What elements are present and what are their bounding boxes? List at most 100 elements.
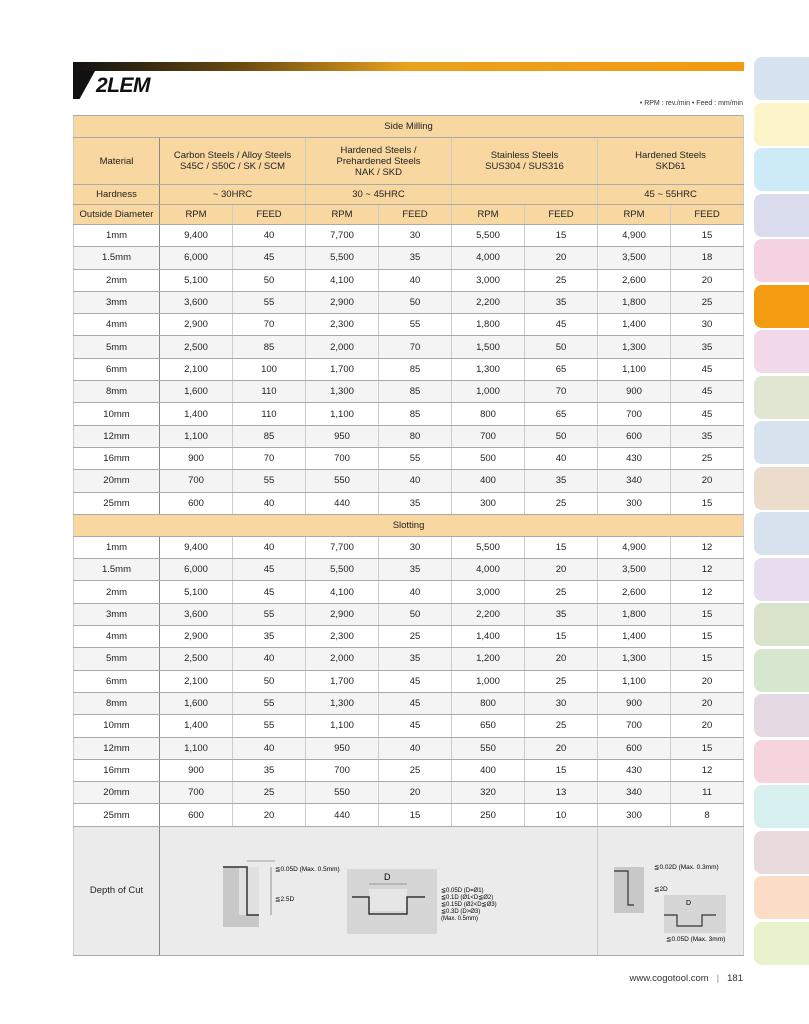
- rpm-cell: 1,300: [305, 380, 379, 404]
- section-tab[interactable]: [754, 739, 809, 783]
- rpm-cell: 700: [305, 446, 379, 471]
- rpm-cell: 300: [597, 491, 671, 515]
- section-tab[interactable]: [754, 239, 809, 282]
- feed-cell: 35: [524, 290, 598, 315]
- feed-cell: 35: [378, 491, 452, 515]
- rpm-cell: 700: [305, 758, 379, 783]
- section-tab[interactable]: [754, 375, 809, 419]
- rpm-cell: 1,500: [451, 335, 525, 359]
- feed-cell: 35: [232, 758, 306, 783]
- feed-cell: 15: [669, 647, 745, 671]
- rpm-cell: 1,400: [159, 402, 233, 426]
- table-row: 16mm 900 35 700 25 400 15 430 12: [73, 758, 745, 783]
- feed-cell: 35: [524, 602, 598, 627]
- depth-b-line: ≦0.3D (D>Ø3): [441, 909, 480, 915]
- depth-c-top-label: ≦0.02D (Max. 0.3mm): [654, 864, 719, 871]
- section-tab[interactable]: [754, 284, 809, 328]
- feed-cell: 20: [378, 781, 452, 805]
- section-tab[interactable]: [754, 876, 809, 919]
- rpm-cell: 2,500: [159, 647, 233, 671]
- rpm-cell: 7,700: [305, 223, 379, 248]
- feed-cell: 35: [378, 647, 452, 671]
- rpm-cell: 1,300: [597, 335, 671, 359]
- footer-url[interactable]: www.cogotool.com: [629, 973, 709, 984]
- table-row: 25mm 600 20 440 15 250 10 300 8: [73, 803, 745, 827]
- section-tab[interactable]: [754, 57, 809, 100]
- material-hardened: Hardened Steels SKD61: [596, 137, 745, 185]
- table-row: 12mm 1,100 40 950 40 550 20 600 15: [73, 736, 745, 760]
- feed-cell: 30: [378, 223, 452, 248]
- rpm-cell: 1,800: [451, 313, 525, 337]
- feed-cell: 15: [524, 535, 598, 560]
- rpm-cell: 1,800: [597, 290, 671, 315]
- section-tab[interactable]: [754, 421, 809, 464]
- section-tab[interactable]: [754, 102, 809, 146]
- rpm-cell: 250: [451, 803, 525, 827]
- table-row: 10mm 1,400 110 1,100 85 800 65 700 45: [73, 402, 745, 426]
- outside-diameter-cell: 2mm: [73, 580, 160, 604]
- section-tab[interactable]: [754, 648, 809, 692]
- outside-diameter-cell: 12mm: [73, 736, 160, 760]
- feed-cell: 20: [669, 669, 745, 693]
- feed-cell: 20: [669, 691, 745, 716]
- hardness-value: ~ 30HRC: [159, 184, 306, 205]
- outside-diameter-cell: 1.5mm: [73, 558, 160, 582]
- feed-cell: 70: [232, 313, 306, 337]
- feed-cell: 11: [669, 781, 745, 805]
- feed-cell: 55: [232, 714, 306, 738]
- feed-cell: 50: [232, 268, 306, 292]
- feed-cell: 15: [524, 625, 598, 649]
- rpm-cell: 600: [159, 803, 233, 827]
- rpm-cell: 550: [451, 736, 525, 760]
- section-tab[interactable]: [754, 785, 809, 828]
- feed-header: FEED: [524, 204, 598, 225]
- rpm-cell: 950: [305, 424, 379, 448]
- section-tab[interactable]: [754, 512, 809, 555]
- rpm-cell: 4,900: [597, 535, 671, 560]
- feed-cell: 30: [378, 535, 452, 560]
- section-tab[interactable]: [754, 603, 809, 646]
- section-tab[interactable]: [754, 557, 809, 601]
- table-row: 6mm 2,100 50 1,700 45 1,000 25 1,100 20: [73, 669, 745, 693]
- rpm-cell: 1,700: [305, 669, 379, 693]
- feed-cell: 30: [669, 313, 745, 337]
- section-tab[interactable]: [754, 921, 809, 965]
- rpm-cell: 700: [451, 424, 525, 448]
- outside-diameter-cell: 6mm: [73, 357, 160, 382]
- table-row: 1.5mm 6,000 45 5,500 35 4,000 20 3,500 12: [73, 558, 745, 582]
- section-tab[interactable]: [754, 330, 809, 373]
- feed-cell: 45: [669, 380, 745, 404]
- rpm-cell: 1,100: [597, 669, 671, 693]
- feed-cell: 45: [524, 313, 598, 337]
- feed-cell: 25: [524, 669, 598, 693]
- section-tab[interactable]: [754, 830, 809, 874]
- section-tab[interactable]: [754, 193, 809, 237]
- feed-cell: 70: [232, 446, 306, 471]
- material-line: Hardened Steels: [635, 150, 706, 161]
- rpm-cell: 300: [597, 803, 671, 827]
- section-tab[interactable]: [754, 148, 809, 191]
- rpm-cell: 2,600: [597, 268, 671, 292]
- feed-cell: 25: [524, 268, 598, 292]
- feed-cell: 65: [524, 402, 598, 426]
- material-line: Stainless Steels: [490, 150, 559, 161]
- rpm-cell: 800: [451, 402, 525, 426]
- feed-cell: 70: [378, 335, 452, 359]
- page-number: 181: [727, 973, 743, 984]
- od-label: Outside Diameter: [73, 204, 160, 225]
- feed-cell: 15: [669, 602, 745, 627]
- rpm-cell: 2,300: [305, 313, 379, 337]
- feed-cell: 110: [232, 380, 306, 404]
- rpm-cell: 800: [451, 691, 525, 716]
- section-tab[interactable]: [754, 466, 809, 510]
- rpm-cell: 600: [597, 736, 671, 760]
- rpm-cell: 2,100: [159, 357, 233, 382]
- section-tab[interactable]: [754, 694, 809, 737]
- table-row: 4mm 2,900 35 2,300 25 1,400 15 1,400 15: [73, 625, 745, 649]
- rpm-cell: 550: [305, 781, 379, 805]
- rpm-cell: 2,000: [305, 647, 379, 671]
- rpm-cell: 6,000: [159, 246, 233, 270]
- rpm-cell: 400: [451, 758, 525, 783]
- feed-cell: 30: [524, 691, 598, 716]
- rpm-cell: 5,500: [451, 535, 525, 560]
